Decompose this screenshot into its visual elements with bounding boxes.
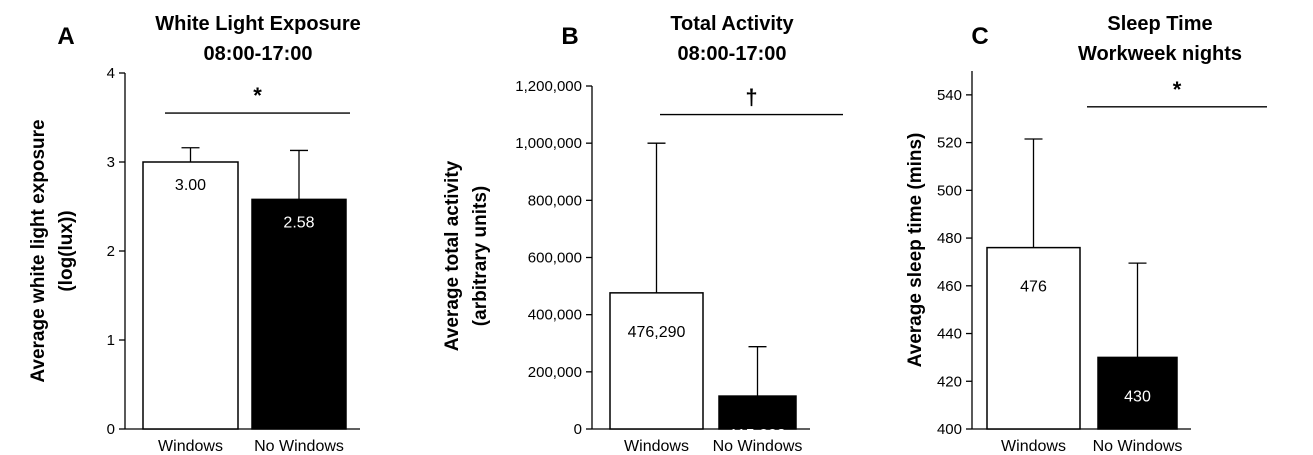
y-tick-label: 540: [937, 87, 962, 104]
y-tick-label: 1,200,000: [515, 78, 582, 95]
chart-panel-c: C Sleep Time Workweek nights Average sleep …: [870, 0, 1313, 455]
data-label: 3.00: [175, 177, 206, 194]
y-tick-label: 420: [937, 373, 962, 390]
data-label: 115,208: [729, 427, 786, 444]
chart-b-svg: B Total Activity 08:00-17:00 Average total …: [442, 13, 843, 455]
y-axis-label: Average white light exposure: [28, 119, 49, 382]
y-tick-label: 400: [937, 421, 962, 438]
bar: [609, 292, 704, 430]
bar: [986, 246, 1081, 430]
bar: [1097, 356, 1178, 430]
chart-c-svg: C Sleep Time Workweek nights Average sleep …: [905, 13, 1267, 455]
y-axis-label: (log(lux)): [56, 210, 77, 291]
x-category-label: Windows: [1001, 438, 1066, 455]
y-tick-label: 3: [107, 154, 115, 171]
bar: [251, 198, 347, 430]
y-tick-label: 500: [937, 182, 962, 199]
x-category-label: No Windows: [254, 438, 344, 455]
y-tick-label: 1: [107, 332, 115, 349]
y-tick-label: 1,000,000: [515, 135, 582, 152]
x-category-label: No Windows: [1093, 438, 1183, 455]
y-tick-label: 480: [937, 230, 962, 247]
y-tick-label: 400,000: [528, 307, 582, 324]
y-tick-label: 600,000: [528, 250, 582, 267]
chart-panel-a: A White Light Exposure 08:00-17:00 Average …: [0, 0, 430, 455]
y-axis-label: Average sleep time (mins): [905, 133, 926, 368]
panel-letter: A: [57, 23, 74, 50]
data-label: 2.58: [283, 214, 314, 231]
y-tick-label: 0: [107, 421, 115, 438]
y-tick-label: 2: [107, 243, 115, 260]
y-tick-label: 520: [937, 135, 962, 152]
data-label: 476,290: [628, 324, 686, 341]
significance-mark: *: [1173, 77, 1182, 102]
panel-letter: B: [561, 23, 578, 50]
y-axis-label: Average total activity: [442, 160, 463, 351]
chart-title-line: Workweek nights: [1078, 43, 1242, 65]
x-category-label: No Windows: [713, 438, 803, 455]
chart-title-line: White Light Exposure: [155, 13, 361, 35]
y-tick-label: 460: [937, 278, 962, 295]
y-axis-label: (arbitrary units): [470, 186, 491, 326]
x-category-label: Windows: [624, 438, 689, 455]
chart-title-line: 08:00-17:00: [204, 43, 313, 65]
y-tick-label: 4: [107, 65, 115, 82]
chart-title-line: Sleep Time: [1107, 13, 1212, 35]
chart-title-line: Total Activity: [670, 13, 794, 35]
bar: [718, 395, 797, 430]
y-tick-label: 200,000: [528, 364, 582, 381]
significance-mark: *: [253, 83, 262, 108]
bar: [142, 161, 239, 430]
chart-title-line: 08:00-17:00: [678, 43, 787, 65]
panel-letter: C: [971, 23, 988, 50]
chart-panel-b: B Total Activity 08:00-17:00 Average total …: [430, 0, 870, 455]
significance-mark: †: [745, 85, 757, 110]
y-tick-label: 800,000: [528, 192, 582, 209]
data-label: 476: [1020, 279, 1047, 296]
x-category-label: Windows: [158, 438, 223, 455]
y-tick-label: 440: [937, 326, 962, 343]
chart-a-svg: A White Light Exposure 08:00-17:00 Average …: [28, 13, 361, 455]
data-label: 430: [1124, 388, 1151, 405]
y-tick-label: 0: [574, 421, 582, 438]
